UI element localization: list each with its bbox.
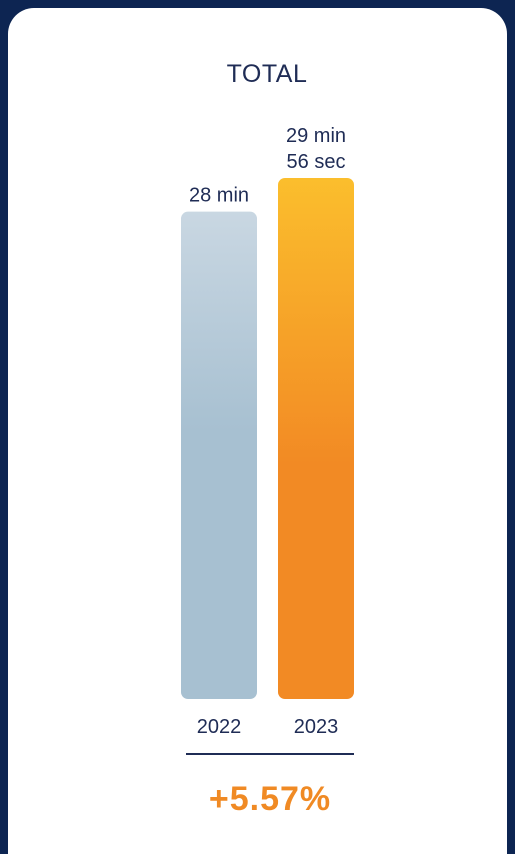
value-label-2023-1: 29 min <box>286 125 346 147</box>
bar-2022 <box>181 211 257 699</box>
category-label-2022: 2022 <box>197 716 242 738</box>
value-label-2023-2: 56 sec <box>287 151 346 173</box>
chart-card <box>8 8 507 854</box>
percent-change: +5.57% <box>208 780 332 818</box>
category-label-2023: 2023 <box>294 716 339 738</box>
bar-2023 <box>278 178 354 699</box>
chart-title: TOTAL <box>226 60 308 88</box>
value-label-2022-1: 28 min <box>189 185 249 207</box>
axis-divider <box>186 753 354 755</box>
